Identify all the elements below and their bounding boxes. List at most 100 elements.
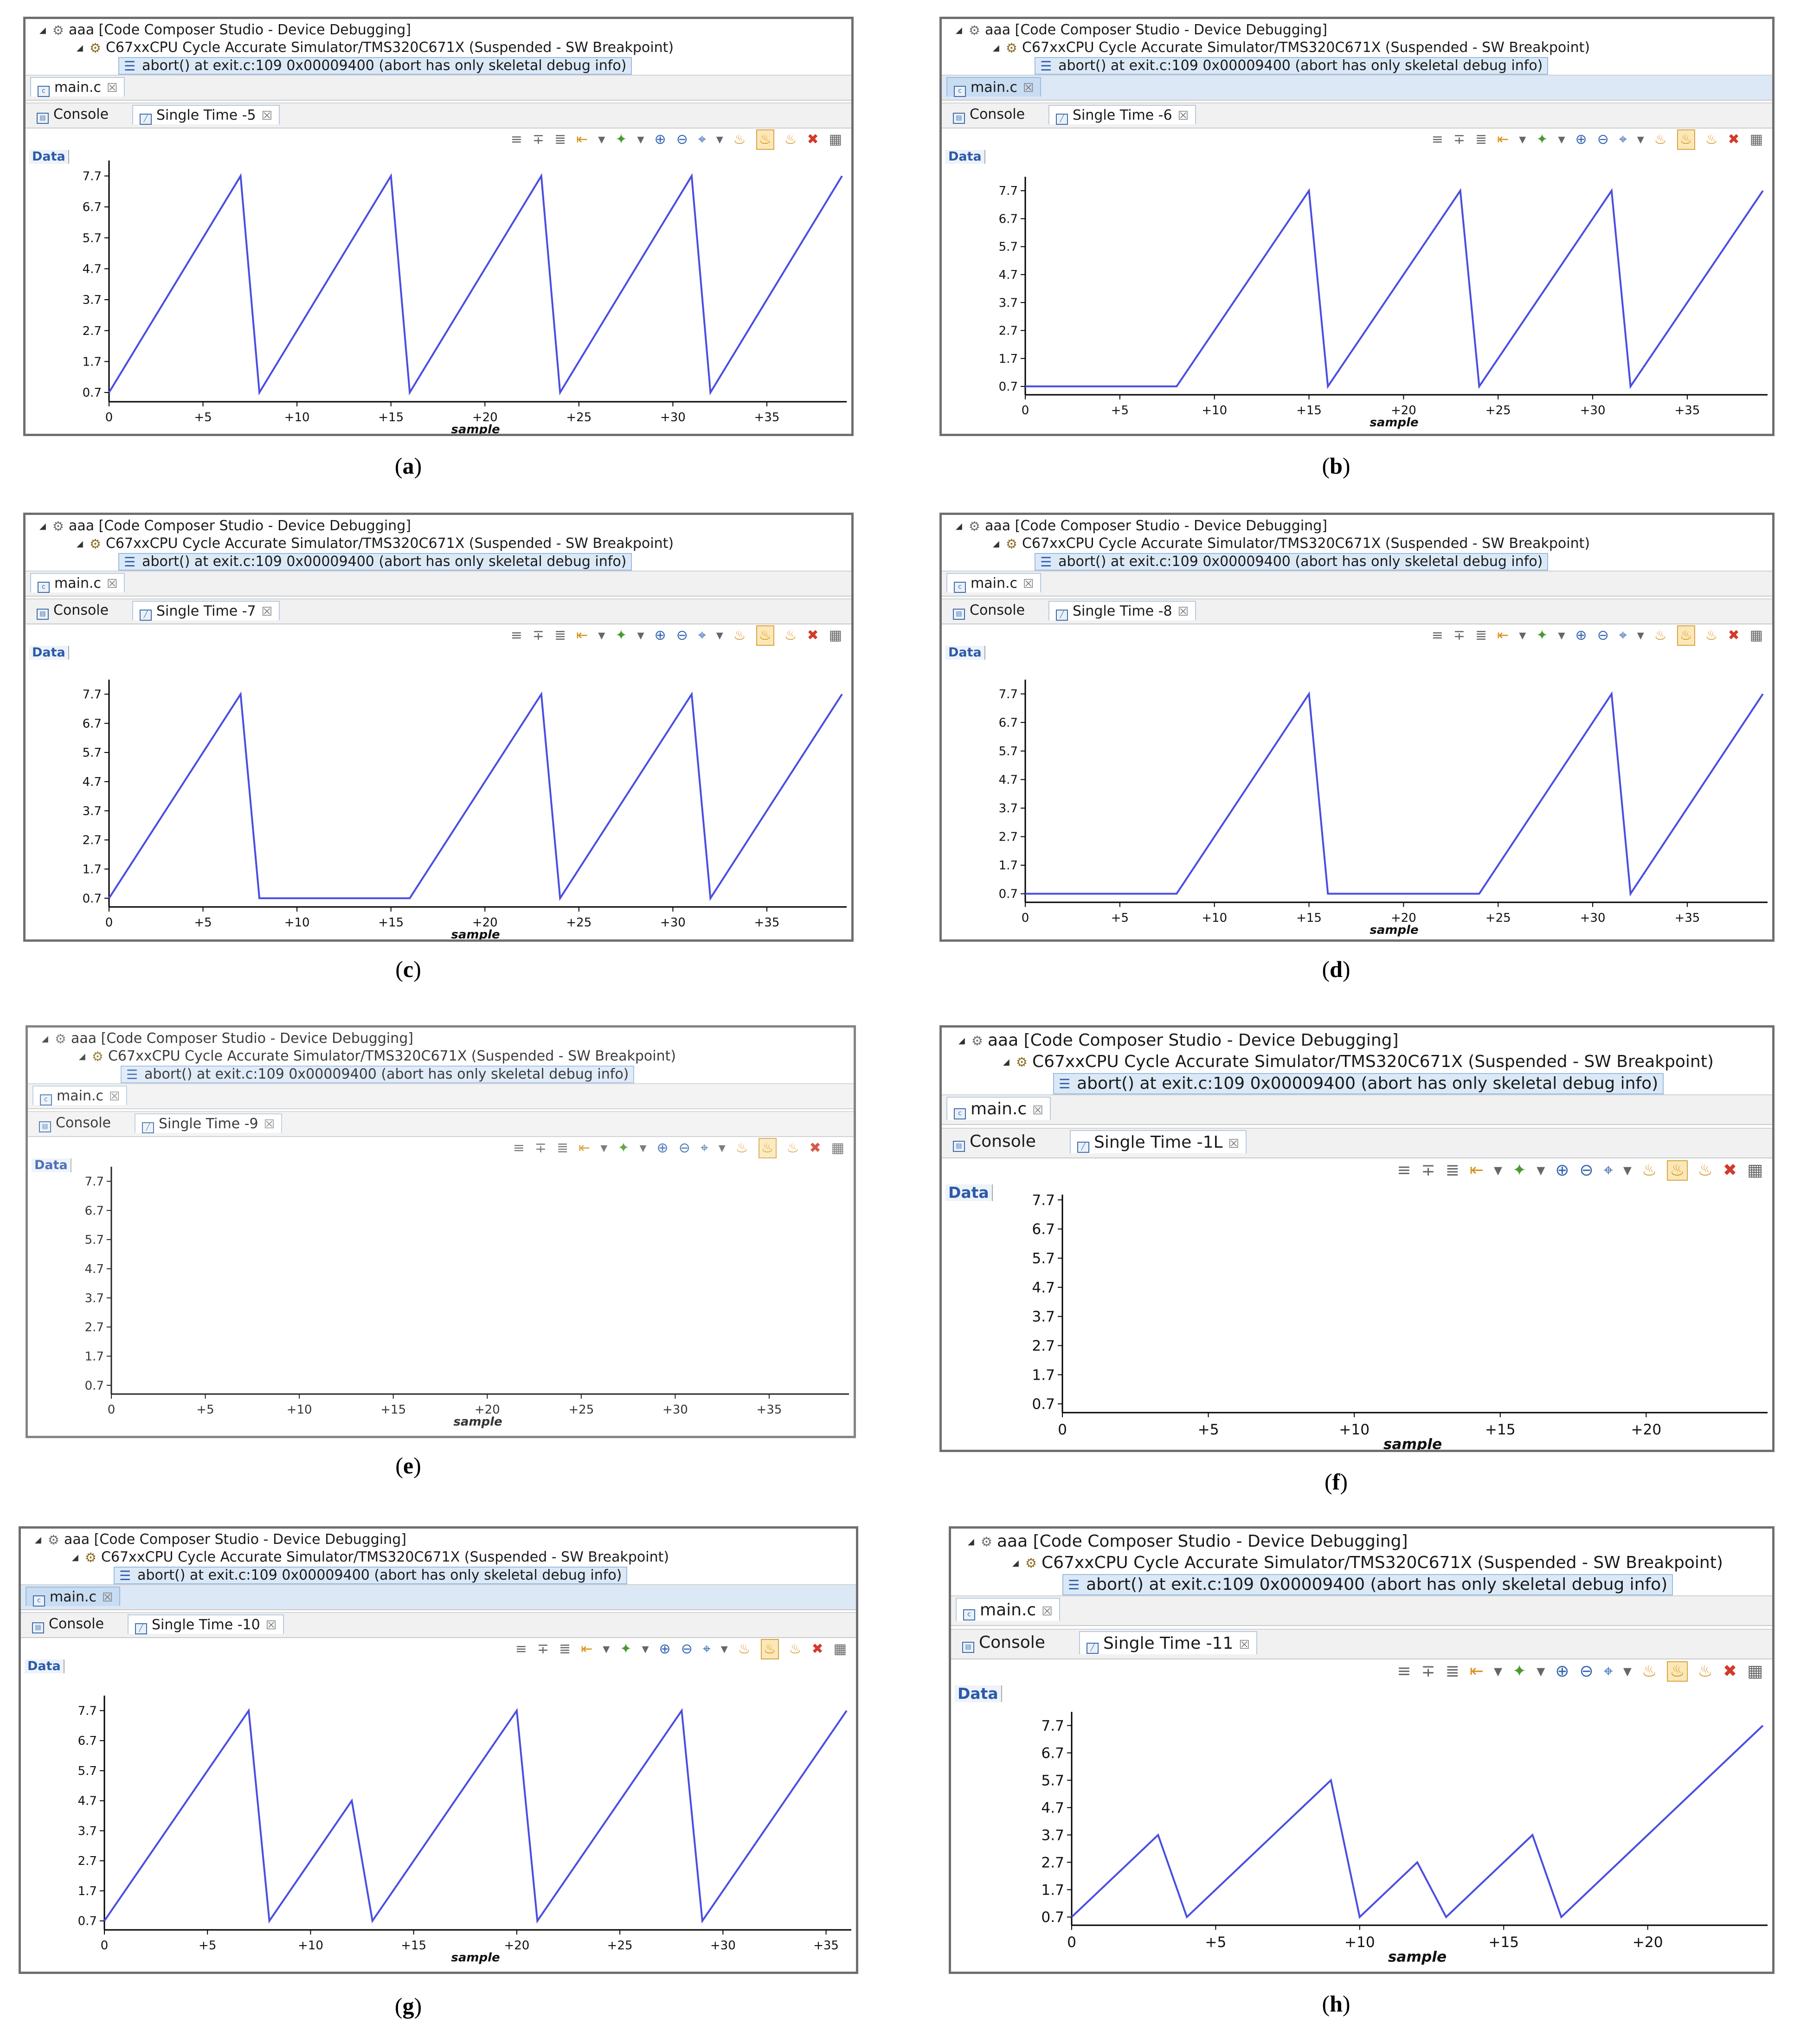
close-icon[interactable]: ☒ [261,109,272,123]
collapse-arrow-icon[interactable]: ◢ [79,1051,85,1061]
align-icon[interactable]: ≡ [513,1140,525,1156]
sync-icon[interactable]: ♨ [786,1140,799,1156]
zoom-fit-icon[interactable]: ⌖ [702,1641,711,1657]
zoom-in-icon[interactable]: ⊕ [1575,131,1587,148]
continuous-refresh-icon[interactable]: ♨ [733,627,746,643]
tab-main-c[interactable]: c main.c ☒ [946,77,1042,97]
properties-icon[interactable]: ▦ [833,1641,847,1657]
zoom-in-icon[interactable]: ⊕ [656,1140,669,1156]
tab-main-c[interactable]: c main.c ☒ [30,573,125,593]
dropdown-icon[interactable]: ▾ [1558,627,1565,643]
close-icon[interactable]: ☒ [264,1118,275,1131]
auto-scale-icon[interactable]: ♨ [758,1138,777,1158]
dropdown-icon[interactable]: ▾ [718,1140,726,1156]
delete-icon[interactable]: ✖ [811,1641,823,1657]
continuous-refresh-icon[interactable]: ♨ [1654,627,1667,643]
dropdown-icon[interactable]: ▾ [1623,1160,1632,1180]
reset-icon[interactable]: ⇤ [576,131,588,148]
zoom-fit-icon[interactable]: ⌖ [1603,1160,1613,1180]
tab-main-c[interactable]: c main.c ☒ [956,1598,1060,1621]
tree-root-row[interactable]: ◢ ⚙ aaa [Code Composer Studio - Device Deb… [956,518,1327,534]
tree-frame-row[interactable]: ☰ abort() at exit.c:109 0x00009400 (abort… [118,57,632,75]
tree-root-row[interactable]: ◢ ⚙ aaa [Code Composer Studio - Device Deb… [42,1030,413,1047]
close-icon[interactable]: ☒ [1177,605,1189,619]
collapse-arrow-icon[interactable]: ◢ [39,521,46,531]
zoom-out-icon[interactable]: ⊖ [1597,131,1609,148]
close-icon[interactable]: ☒ [1023,577,1034,591]
close-icon[interactable]: ☒ [1228,1137,1239,1151]
split-icon[interactable]: ∓ [532,131,544,148]
collapse-arrow-icon[interactable]: ◢ [72,1552,78,1562]
zoom-out-icon[interactable]: ⊖ [681,1641,693,1657]
tree-frame-row[interactable]: ☰ abort() at exit.c:109 0x00009400 (abort… [114,1567,628,1584]
continuous-refresh-icon[interactable]: ♨ [738,1641,751,1657]
tab-main-c[interactable]: c main.c ☒ [26,1587,121,1607]
tree-root-row[interactable]: ◢ ⚙ aaa [Code Composer Studio - Device Deb… [958,1031,1399,1050]
dropdown-icon[interactable]: ▾ [1623,1661,1632,1681]
split-icon[interactable]: ∓ [1453,131,1465,148]
tree-cpu-row[interactable]: ◢ ⚙ C67xxCPU Cycle Accurate Simulator/TMS3… [72,1549,669,1566]
format-icon[interactable]: ≣ [554,627,566,643]
continuous-refresh-icon[interactable]: ♨ [735,1140,748,1156]
collapse-arrow-icon[interactable]: ◢ [956,521,962,531]
dropdown-icon[interactable]: ▾ [1519,131,1526,148]
collapse-arrow-icon[interactable]: ◢ [993,539,999,549]
zoom-in-icon[interactable]: ⊕ [1575,627,1587,643]
align-icon[interactable]: ≡ [1431,627,1443,643]
zoom-out-icon[interactable]: ⊖ [678,1140,690,1156]
sync-icon[interactable]: ♨ [1698,1661,1713,1681]
reset-icon[interactable]: ⇤ [1469,1160,1484,1180]
align-icon[interactable]: ≡ [1397,1661,1411,1681]
reset-icon[interactable]: ⇤ [576,627,588,643]
dropdown-icon[interactable]: ▾ [598,131,605,148]
tab-single-time[interactable]: ╱ Single Time -11 ☒ [1079,1631,1257,1654]
dropdown-icon[interactable]: ▾ [720,1641,728,1657]
close-icon[interactable]: ☒ [102,1591,113,1605]
dropdown-icon[interactable]: ▾ [1537,1661,1545,1681]
properties-icon[interactable]: ▦ [1749,131,1763,148]
delete-icon[interactable]: ✖ [1723,1661,1737,1681]
format-icon[interactable]: ≣ [1445,1661,1460,1681]
auto-scale-icon[interactable]: ♨ [756,625,774,646]
dropdown-icon[interactable]: ▾ [600,1140,608,1156]
properties-icon[interactable]: ▦ [1749,627,1763,643]
delete-icon[interactable]: ✖ [1723,1160,1737,1180]
delete-icon[interactable]: ✖ [807,131,819,148]
refresh-icon[interactable]: ✦ [620,1641,632,1657]
align-icon[interactable]: ≡ [1397,1160,1411,1180]
format-icon[interactable]: ≣ [1475,131,1487,148]
close-icon[interactable]: ☒ [107,577,118,591]
close-icon[interactable]: ☒ [107,81,118,95]
zoom-fit-icon[interactable]: ⌖ [698,627,706,643]
tree-cpu-row[interactable]: ◢ ⚙ C67xxCPU Cycle Accurate Simulator/TMS3… [1012,1553,1723,1573]
tree-cpu-row[interactable]: ◢ ⚙ C67xxCPU Cycle Accurate Simulator/TMS3… [77,535,674,552]
tree-root-row[interactable]: ◢ ⚙ aaa [Code Composer Studio - Device Deb… [968,1532,1408,1551]
zoom-in-icon[interactable]: ⊕ [659,1641,671,1657]
dropdown-icon[interactable]: ▾ [642,1641,649,1657]
close-icon[interactable]: ☒ [1239,1638,1250,1652]
reset-icon[interactable]: ⇤ [579,1140,591,1156]
reset-icon[interactable]: ⇤ [1497,627,1509,643]
tab-single-time[interactable]: ╱ Single Time -1L ☒ [1070,1130,1247,1153]
refresh-icon[interactable]: ✦ [1512,1661,1527,1681]
dropdown-icon[interactable]: ▾ [1493,1160,1503,1180]
collapse-arrow-icon[interactable]: ◢ [1012,1558,1019,1568]
collapse-arrow-icon[interactable]: ◢ [39,25,46,35]
dropdown-icon[interactable]: ▾ [716,627,723,643]
refresh-icon[interactable]: ✦ [1536,627,1548,643]
tree-cpu-row[interactable]: ◢ ⚙ C67xxCPU Cycle Accurate Simulator/TMS3… [993,535,1590,552]
refresh-icon[interactable]: ✦ [615,131,627,148]
tab-main-c[interactable]: c main.c ☒ [946,1097,1051,1120]
collapse-arrow-icon[interactable]: ◢ [956,25,962,35]
split-icon[interactable]: ∓ [537,1641,549,1657]
zoom-fit-icon[interactable]: ⌖ [698,131,706,148]
auto-scale-icon[interactable]: ♨ [760,1639,779,1659]
reset-icon[interactable]: ⇤ [581,1641,593,1657]
zoom-in-icon[interactable]: ⊕ [654,627,666,643]
tree-root-row[interactable]: ◢ ⚙ aaa [Code Composer Studio - Device Deb… [956,22,1327,39]
tab-single-time[interactable]: ╱ Single Time -5 ☒ [132,105,280,125]
dropdown-icon[interactable]: ▾ [637,131,644,148]
auto-scale-icon[interactable]: ♨ [1677,129,1695,150]
format-icon[interactable]: ≣ [559,1641,571,1657]
auto-scale-icon[interactable]: ♨ [1667,1160,1688,1181]
